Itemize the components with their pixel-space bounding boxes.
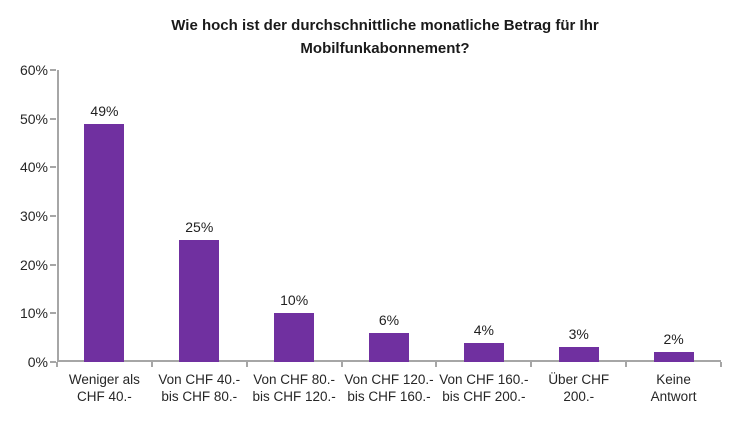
x-axis-tick-mark: [530, 362, 533, 367]
x-axis-tick-mark: [340, 362, 343, 367]
y-axis-tick-label: 30%: [19, 208, 48, 224]
y-axis-tick-mark: [50, 69, 56, 71]
x-axis-tick-mark: [435, 362, 438, 367]
x-axis-tick-mark: [56, 362, 58, 367]
bar-value-label: 2%: [663, 331, 684, 348]
bar-value-label: 49%: [90, 102, 119, 119]
chart-title: Wie hoch ist der durchschnittliche monat…: [171, 17, 599, 57]
bar-Weniger als CHF 40.-: [84, 123, 125, 362]
bar-value-label: 4%: [473, 321, 494, 338]
bar-value-label: 6%: [378, 311, 400, 328]
bar-Von CHF 40.- bis CHF 80.-: [179, 240, 220, 362]
x-axis-tick-mark: [625, 362, 628, 367]
x-axis-tick-mark: [245, 362, 248, 367]
y-axis-tick-mark: [50, 312, 56, 315]
bar-Über CHF 200.-: [558, 347, 599, 362]
x-axis-category-label: Von CHF 80.- bis CHF 120.-: [252, 372, 336, 404]
x-axis-category-label: Von CHF 40.- bis CHF 80.-: [158, 372, 241, 404]
y-axis-tick-mark: [50, 361, 56, 363]
bar-value-label: 3%: [568, 326, 589, 343]
bar-value-label: 25%: [185, 219, 214, 236]
y-axis-tick-label: 40%: [19, 159, 48, 176]
y-axis-tick-mark: [50, 263, 56, 266]
x-axis-category-label: Weniger als CHF 40.-: [68, 372, 140, 404]
bar-Keine Antwort: [653, 352, 694, 362]
bar-value-label: 10%: [280, 292, 309, 309]
y-axis-tick-mark: [50, 166, 56, 169]
bar-Von CHF 120.- bis CHF 160.-: [369, 332, 409, 362]
y-axis-tick-mark: [50, 117, 56, 120]
y-axis-tick-label: 60%: [19, 62, 48, 78]
x-axis-category-label: Keine Antwort: [650, 372, 697, 404]
x-axis-tick-mark: [720, 362, 722, 367]
bar-Von CHF 160.- bis CHF 200.-: [463, 342, 504, 362]
bar-Von CHF 80.- bis CHF 120.-: [274, 313, 315, 362]
y-axis-tick-label: 50%: [19, 110, 48, 127]
y-axis-tick-mark: [50, 215, 56, 217]
x-axis-category-label: Über CHF 200.-: [548, 372, 610, 404]
x-axis-category-label: Von CHF 120.- bis CHF 160.-: [344, 372, 434, 404]
x-axis-tick-mark: [150, 362, 153, 367]
y-axis-tick-label: 20%: [19, 256, 48, 273]
y-axis-tick-label: 10%: [19, 305, 48, 322]
y-axis-tick-label: 0%: [27, 354, 48, 370]
x-axis-category-label: Von CHF 160.- bis CHF 200.-: [439, 372, 529, 404]
